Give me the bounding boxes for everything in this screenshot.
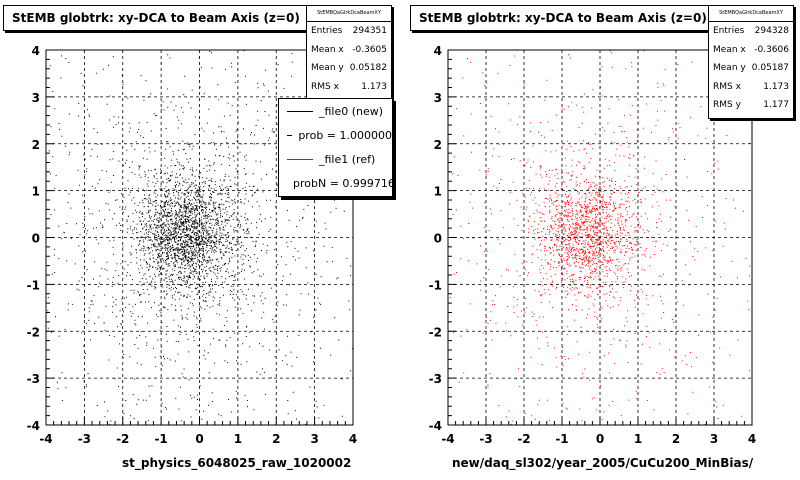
left-stats-box: StEMBQaGlrkDcaBeamXY Entries 294351 Mean … [306, 5, 392, 99]
y-tick-label: 1 [32, 185, 40, 199]
stats-label: RMS y [713, 100, 741, 110]
right-stats-row: Mean x -0.3606 [709, 41, 793, 60]
stats-label: Mean x [713, 44, 746, 55]
y-tick-label: 3 [434, 91, 442, 105]
x-tick-label: -2 [517, 432, 530, 446]
stats-label: Mean y [311, 63, 344, 73]
stats-label: RMS x [713, 81, 741, 92]
right-x-axis-label: new/daq_sl302/year_2005/CuCu200_MinBias/ [452, 456, 754, 470]
legend-label: probN = 0.999716 [293, 177, 393, 190]
right-stats-row: RMS y 1.177 [709, 96, 793, 115]
left-stats-name: StEMBQaGlrkDcaBeamXY [307, 6, 391, 22]
x-tick-label: 2 [272, 432, 280, 446]
y-tick-label: -2 [27, 325, 40, 339]
stats-value: 1.173 [361, 81, 387, 92]
stats-label: RMS x [311, 81, 339, 92]
y-tick-label: 2 [32, 138, 40, 152]
legend-entry: prob = 1.000000 [279, 125, 392, 146]
left-stats-row: Mean x -0.3605 [307, 41, 391, 60]
legend-label: prob = 1.000000 [298, 129, 392, 142]
x-tick-label: -2 [116, 432, 129, 446]
legend: _file0 (new) prob = 1.000000 _file1 (ref… [278, 98, 393, 197]
x-tick-label: -4 [441, 432, 454, 446]
x-tick-label: 0 [596, 432, 604, 446]
y-tick-label: 3 [32, 91, 40, 105]
y-tick-label: -2 [429, 325, 442, 339]
left-plot-title: StEMB globtrk: xy-DCA to Beam Axis (z=0) [3, 5, 308, 31]
legend-entry: _file1 (ref) [279, 149, 392, 170]
y-tick-label: -3 [27, 372, 40, 386]
y-tick-label: 0 [32, 232, 40, 246]
legend-label: _file1 (ref) [319, 153, 376, 166]
left-stats-row: Mean y 0.05182 [307, 59, 391, 78]
stats-value: 0.05187 [751, 63, 789, 73]
y-tick-label: -3 [429, 372, 442, 386]
stats-value: -0.3605 [352, 44, 387, 55]
right-stats-row: RMS x 1.173 [709, 78, 793, 97]
stats-value: -0.3606 [754, 44, 789, 55]
right-stats-row: Entries 294328 [709, 22, 793, 41]
stats-value: 294328 [754, 26, 789, 36]
x-tick-label: 0 [195, 432, 203, 446]
y-tick-label: 4 [32, 44, 40, 58]
left-stats-row: Entries 294351 [307, 22, 391, 41]
right-stats-row: Mean y 0.05187 [709, 59, 793, 78]
y-tick-label: -1 [27, 278, 40, 292]
y-tick-label: 4 [434, 44, 442, 58]
legend-label: _file0 (new) [319, 105, 384, 118]
right-plot-title: StEMB globtrk: xy-DCA to Beam Axis (z=0) [410, 5, 714, 31]
x-tick-label: 4 [748, 432, 756, 446]
x-tick-label: -3 [78, 432, 91, 446]
right-stats-box: StEMBQaGlrkDcaBeamXY Entries 294328 Mean … [708, 5, 794, 119]
stats-label: Entries [713, 26, 745, 36]
y-tick-label: -1 [429, 278, 442, 292]
x-tick-label: -3 [479, 432, 492, 446]
x-tick-label: 4 [349, 432, 357, 446]
legend-line [287, 111, 313, 112]
x-tick-label: -1 [555, 432, 568, 446]
x-tick-label: 2 [672, 432, 680, 446]
right-stats-name: StEMBQaGlrkDcaBeamXY [709, 6, 793, 22]
x-tick-label: -4 [39, 432, 52, 446]
y-tick-label: -4 [27, 419, 40, 433]
left-x-axis-label: st_physics_6048025_raw_1020002 [122, 456, 352, 470]
stats-label: Mean y [713, 63, 746, 73]
left-stats-row: RMS x 1.173 [307, 78, 391, 97]
y-tick-label: 0 [434, 232, 442, 246]
stats-label: Mean x [311, 44, 344, 55]
legend-line [287, 159, 313, 160]
x-tick-label: 3 [310, 432, 318, 446]
stats-value: 1.177 [763, 100, 789, 110]
stats-value: 0.05182 [349, 63, 387, 73]
legend-entry: probN = 0.999716 [279, 173, 392, 194]
legend-line [287, 135, 293, 136]
stats-label: Entries [311, 26, 343, 36]
stats-value: 294351 [352, 26, 387, 36]
x-tick-label: 1 [234, 432, 242, 446]
stats-value: 1.173 [763, 81, 789, 92]
y-tick-label: 1 [434, 185, 442, 199]
x-tick-label: 1 [634, 432, 642, 446]
x-tick-label: 3 [710, 432, 718, 446]
y-tick-label: -4 [429, 419, 442, 433]
y-tick-label: 2 [434, 138, 442, 152]
x-tick-label: -1 [154, 432, 167, 446]
legend-entry: _file0 (new) [279, 101, 392, 122]
